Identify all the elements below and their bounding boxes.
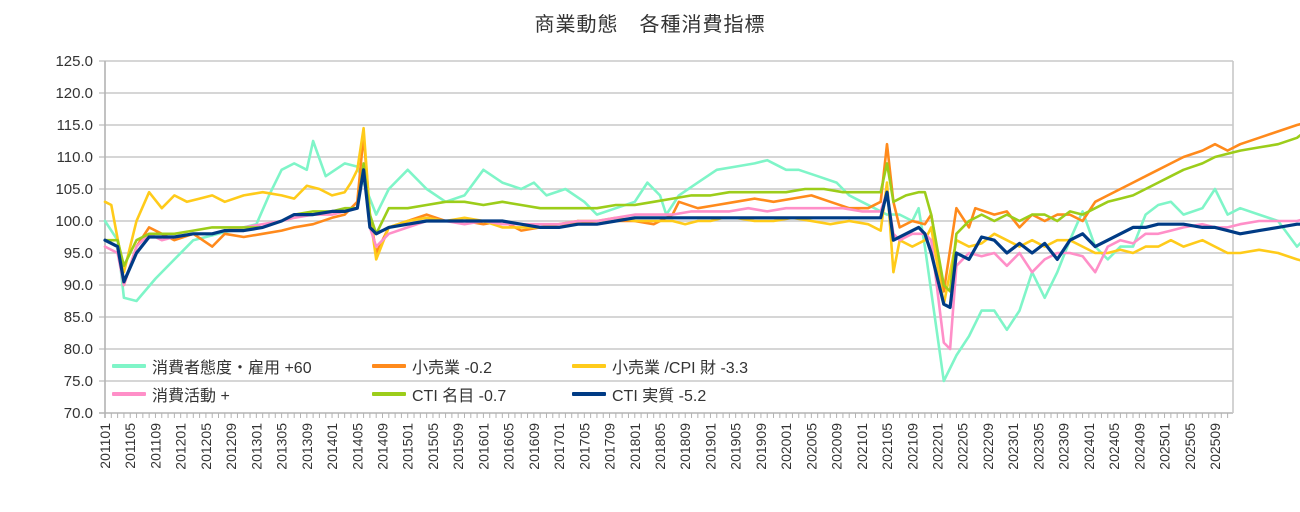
legend-label: CTI 実質 -5.2 bbox=[612, 388, 707, 405]
x-tick-label: 201801 bbox=[627, 423, 643, 470]
gridlines bbox=[99, 60, 1234, 418]
y-tick-label: 105.0 bbox=[55, 181, 93, 198]
x-tick-label: 202101 bbox=[854, 423, 870, 470]
x-tick-label: 202109 bbox=[904, 423, 920, 470]
y-tick-label: 115.0 bbox=[57, 117, 93, 134]
x-tick-label: 201105 bbox=[122, 423, 138, 469]
y-tick-label: 95.0 bbox=[64, 245, 93, 262]
x-tick-label: 201401 bbox=[324, 423, 340, 470]
x-tick-label: 201305 bbox=[274, 423, 290, 470]
x-tick-label: 201209 bbox=[223, 423, 239, 470]
series-line bbox=[103, 168, 1300, 309]
legend-item-consumption-activity: 消費活動 + bbox=[112, 382, 372, 406]
series-line bbox=[103, 122, 1300, 293]
y-tick-label: 100.0 bbox=[55, 213, 93, 230]
x-tick-label: 202201 bbox=[930, 423, 946, 470]
y-tick-label: 90.0 bbox=[64, 277, 93, 294]
x-tick-label: 201601 bbox=[475, 423, 491, 470]
y-axis-ticks: 125.0 120.0 115.0 110.0 105.0 100.0 95.0 90.0 85… bbox=[55, 53, 93, 422]
chart-title: 商業動態 各種消費指標 bbox=[534, 12, 766, 36]
legend: 消費者態度・雇用 +60 小売業 -0.2 小売業 /CPI 財 -3.3 消費… bbox=[112, 352, 792, 408]
x-tick-label: 202001 bbox=[778, 423, 794, 470]
legend-row-2: 消費活動 + CTI 名目 -0.7 CTI 実質 -5.2 bbox=[112, 380, 792, 408]
legend-swatch-icon bbox=[112, 364, 146, 368]
x-tick-label: 202305 bbox=[1030, 423, 1046, 470]
x-tick-label: 201509 bbox=[450, 423, 466, 470]
y-tick-label: 80.0 bbox=[64, 341, 93, 358]
legend-item-retail: 小売業 -0.2 bbox=[372, 354, 572, 378]
x-tick-label: 202501 bbox=[1157, 423, 1173, 470]
legend-swatch-icon bbox=[372, 392, 406, 396]
x-tick-label: 201405 bbox=[349, 423, 365, 470]
x-tick-label: 201505 bbox=[425, 423, 441, 470]
x-tick-label: 201909 bbox=[753, 423, 769, 470]
x-tick-label: 201705 bbox=[576, 423, 592, 470]
legend-label: CTI 名目 -0.7 bbox=[412, 388, 507, 405]
x-tick-label: 201805 bbox=[652, 423, 668, 470]
series-line bbox=[103, 133, 1300, 293]
legend-swatch-icon bbox=[112, 392, 146, 396]
x-axis-ticks: 201101 201105 201109 201201 201205 201209 2013… bbox=[97, 423, 1223, 470]
x-tick-label: 202005 bbox=[803, 423, 819, 470]
x-tick-label: 201309 bbox=[299, 423, 315, 470]
x-tick-label: 202509 bbox=[1207, 423, 1223, 470]
x-tick-label: 202309 bbox=[1056, 423, 1072, 470]
y-tick-label: 85.0 bbox=[64, 309, 93, 326]
x-tick-label: 201501 bbox=[400, 423, 416, 470]
y-tick-label: 110.0 bbox=[57, 149, 93, 166]
x-tick-label: 202105 bbox=[879, 423, 895, 470]
x-tick-label: 201905 bbox=[728, 423, 744, 470]
legend-swatch-icon bbox=[572, 364, 606, 368]
legend-label: 消費活動 + bbox=[152, 388, 230, 405]
x-tick-label: 202405 bbox=[1106, 423, 1122, 470]
x-tick-label: 201605 bbox=[501, 423, 517, 470]
x-tick-label: 201109 bbox=[147, 423, 163, 469]
y-tick-label: 70.0 bbox=[64, 405, 93, 422]
x-tick-label: 202209 bbox=[980, 423, 996, 470]
x-tick-label: 201809 bbox=[677, 423, 693, 470]
x-tick-label: 201301 bbox=[248, 423, 264, 470]
y-tick-label: 75.0 bbox=[64, 373, 93, 390]
legend-swatch-icon bbox=[572, 392, 606, 396]
legend-label: 小売業 -0.2 bbox=[412, 360, 493, 377]
x-tick-label: 202401 bbox=[1081, 423, 1097, 470]
x-tick-label: 201709 bbox=[602, 423, 618, 470]
x-tick-label: 201201 bbox=[173, 423, 189, 470]
legend-item-cti-nominal: CTI 名目 -0.7 bbox=[372, 382, 572, 406]
x-tick-label: 202505 bbox=[1182, 423, 1198, 470]
legend-item-consumer-attitude: 消費者態度・雇用 +60 bbox=[112, 354, 372, 378]
x-tick-label: 202205 bbox=[955, 423, 971, 470]
legend-swatch-icon bbox=[372, 364, 406, 368]
legend-item-retail-cpi: 小売業 /CPI 財 -3.3 bbox=[572, 354, 792, 378]
series-line bbox=[103, 139, 1300, 383]
series-line bbox=[103, 126, 1300, 306]
x-tick-label: 202409 bbox=[1131, 423, 1147, 470]
x-tick-label: 201701 bbox=[551, 423, 567, 470]
x-tick-label: 201901 bbox=[702, 423, 718, 470]
x-tick-label: 201101 bbox=[97, 423, 113, 469]
y-tick-label: 120.0 bbox=[55, 85, 93, 102]
series-lines bbox=[103, 122, 1300, 383]
legend-label: 消費者態度・雇用 +60 bbox=[152, 360, 312, 377]
legend-row-1: 消費者態度・雇用 +60 小売業 -0.2 小売業 /CPI 財 -3.3 bbox=[112, 352, 792, 380]
x-tick-label: 202301 bbox=[1005, 423, 1021, 470]
legend-label: 小売業 /CPI 財 -3.3 bbox=[612, 360, 749, 377]
x-tick-label: 202009 bbox=[829, 423, 845, 470]
x-tick-label: 201409 bbox=[375, 423, 391, 470]
x-tick-label: 201205 bbox=[198, 423, 214, 470]
x-tick-label: 201609 bbox=[526, 423, 542, 470]
legend-item-cti-real: CTI 実質 -5.2 bbox=[572, 382, 792, 406]
y-tick-label: 125.0 bbox=[55, 53, 93, 70]
